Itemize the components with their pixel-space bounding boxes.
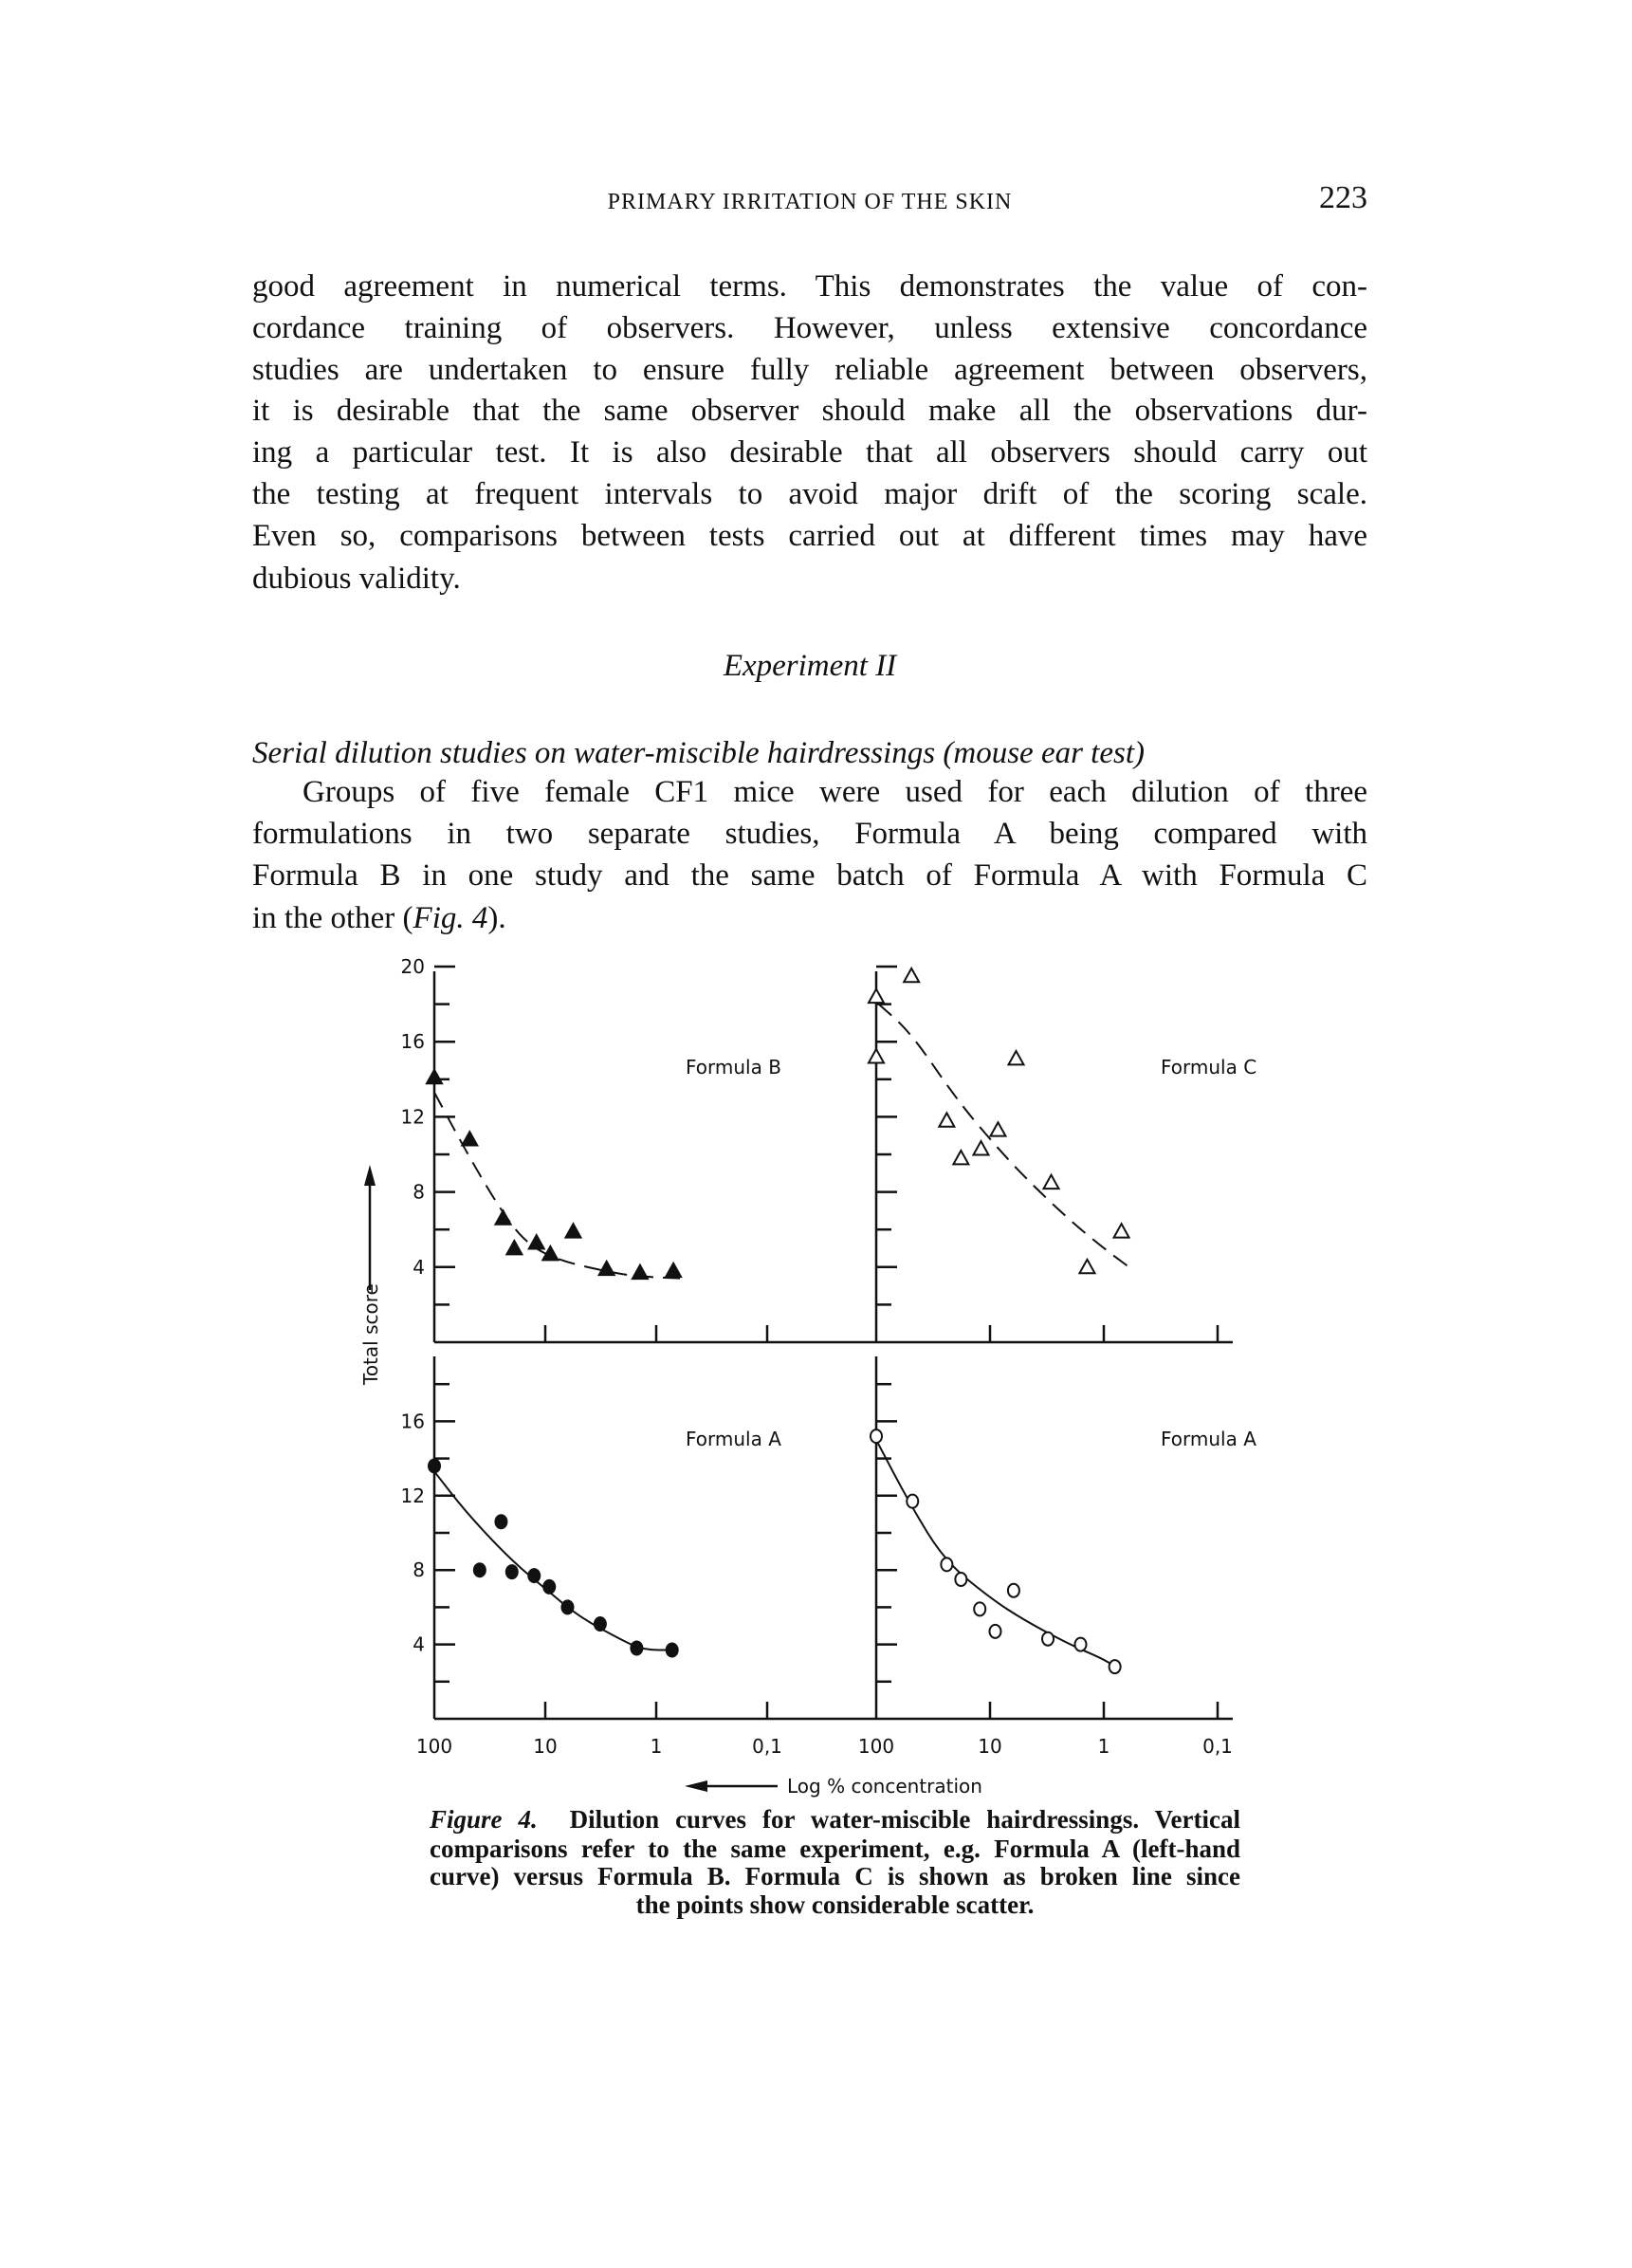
text-line: it is desirable that the same observer s… (252, 394, 1367, 428)
text-line: Even so, comparisons between tests carri… (252, 519, 1367, 553)
upper-left-y-tick-label: 20 (401, 955, 425, 978)
lower-left-data-point (504, 1564, 519, 1580)
upper-right-formula-label: Formula C (1161, 1056, 1256, 1079)
text-line: in the other (Fig. 4). (252, 899, 1367, 937)
page-number: 223 (1319, 180, 1367, 215)
upper-right-data-point (867, 1046, 886, 1064)
lower-right-fit-curve (875, 1439, 1116, 1668)
text-line: dubious validity. (252, 562, 461, 596)
lower-left-data-point (542, 1578, 557, 1595)
lower-left-data-point (665, 1642, 679, 1658)
lower-right-x-tick-label: 0,1 (1202, 1735, 1233, 1758)
upper-right-data-point (937, 1111, 957, 1128)
upper-right-data-point (1111, 1222, 1131, 1239)
upper-left-y-tick-label: 4 (413, 1256, 425, 1279)
upper-left-fit-curve (433, 1092, 681, 1280)
caption-line: curve) versus Formula B. Formula C is sh… (430, 1862, 1240, 1890)
text-line: Groups of five female CF1 mice were used… (303, 775, 1367, 809)
lower-left-data-point (472, 1562, 486, 1578)
section-heading: Experiment II (723, 649, 897, 683)
arrow-left-icon (685, 1780, 707, 1792)
arrow-up-icon (364, 1165, 376, 1186)
lower-right-x-tick-label: 1 (1098, 1735, 1110, 1758)
upper-right-data-point (1077, 1257, 1097, 1275)
subheading: Serial dilution studies on water-miscibl… (252, 736, 1145, 770)
lower-left-x-tick-label: 100 (416, 1735, 452, 1758)
text-line: cordance training of observers. However,… (252, 311, 1367, 345)
upper-left-data-point (493, 1208, 513, 1226)
lower-left-data-point (428, 1458, 441, 1474)
upper-right-fit-curve (878, 1003, 1130, 1268)
caption-line: Figure 4. Dilution curves for water-misc… (430, 1805, 1240, 1834)
lower-right-data-point (1006, 1582, 1020, 1598)
running-header: PRIMARY IRRITATION OF THE SKIN 223 (252, 182, 1367, 218)
lower-left-y-tick-label: 4 (413, 1633, 425, 1656)
upper-left-data-point (504, 1238, 524, 1256)
caption-label: Figure 4. (430, 1805, 538, 1834)
upper-right-data-point (971, 1139, 991, 1156)
upper-right-data-point (867, 986, 886, 1005)
lower-left-y-tick-label: 8 (413, 1558, 425, 1581)
x-axis-label: Log % concentration (787, 1775, 982, 1798)
upper-right-data-point (1041, 1172, 1061, 1190)
upper-right-data-point (951, 1148, 971, 1166)
lower-right-data-point (988, 1623, 1002, 1639)
text-span: in the other ( (252, 901, 413, 935)
upper-left-data-point (563, 1222, 583, 1239)
upper-left-y-tick-label: 16 (401, 1030, 425, 1053)
text-line: the testing at frequent intervals to avo… (252, 477, 1367, 511)
lower-left-data-point (560, 1599, 575, 1615)
upper-right-data-point (902, 966, 921, 984)
text-line: good agreement in numerical terms. This … (252, 269, 1367, 304)
lower-left-data-point (494, 1514, 508, 1530)
caption-line: the points show considerable scatter. (635, 1890, 1035, 1919)
lower-right-data-point (870, 1429, 883, 1445)
upper-left-data-point (425, 1067, 444, 1085)
caption-line: comparisons refer to the same experiment… (430, 1835, 1240, 1863)
lower-left-x-tick-label: 0,1 (752, 1735, 782, 1758)
upper-left-data-point (664, 1261, 683, 1279)
lower-left-y-tick-label: 12 (401, 1484, 425, 1507)
lower-right-data-point (906, 1493, 920, 1509)
lower-left-fit-curve (433, 1470, 674, 1651)
lower-right-data-point (940, 1557, 954, 1573)
lower-right-x-tick-label: 100 (858, 1735, 894, 1758)
text-line: studies are undertaken to ensure fully r… (252, 353, 1367, 387)
lower-left-x-tick-label: 1 (651, 1735, 663, 1758)
upper-left-y-tick-label: 8 (413, 1181, 425, 1204)
upper-left-data-point (631, 1263, 650, 1281)
lower-left-y-tick-label: 16 (401, 1410, 425, 1432)
lower-right-data-point (1041, 1631, 1055, 1647)
upper-right-data-point (988, 1120, 1008, 1137)
lower-left-data-point (630, 1640, 644, 1656)
text-span: ). (487, 901, 506, 935)
figure-reference: Fig. 4 (413, 901, 488, 935)
lower-left-formula-label: Formula A (686, 1428, 781, 1450)
upper-left-y-tick-label: 12 (401, 1105, 425, 1128)
lower-right-data-point (1108, 1659, 1122, 1675)
lower-left-data-point (593, 1616, 607, 1632)
upper-left-data-point (460, 1130, 479, 1147)
running-title: PRIMARY IRRITATION OF THE SKIN (607, 190, 1013, 214)
lower-right-x-tick-label: 10 (978, 1735, 1001, 1758)
upper-left-data-point (527, 1233, 546, 1250)
upper-left-formula-label: Formula B (686, 1056, 781, 1079)
upper-left-data-point (541, 1244, 560, 1262)
lower-left-x-tick-label: 10 (533, 1735, 557, 1758)
lower-left-data-point (527, 1568, 541, 1584)
caption-text: Dilution curves for water-miscible haird… (569, 1805, 1241, 1834)
text-line: Formula B in one study and the same batc… (252, 858, 1367, 893)
lower-right-data-point (1073, 1636, 1088, 1652)
upper-left-data-point (596, 1259, 616, 1277)
lower-right-data-point (954, 1572, 968, 1587)
text-line: ing a particular test. It is also desira… (252, 435, 1367, 470)
text-line: formulations in two separate studies, Fo… (252, 817, 1367, 851)
lower-right-formula-label: Formula A (1161, 1428, 1256, 1450)
upper-right-data-point (1006, 1048, 1026, 1066)
y-axis-label: Total score (359, 1283, 382, 1386)
lower-right-data-point (973, 1601, 987, 1617)
